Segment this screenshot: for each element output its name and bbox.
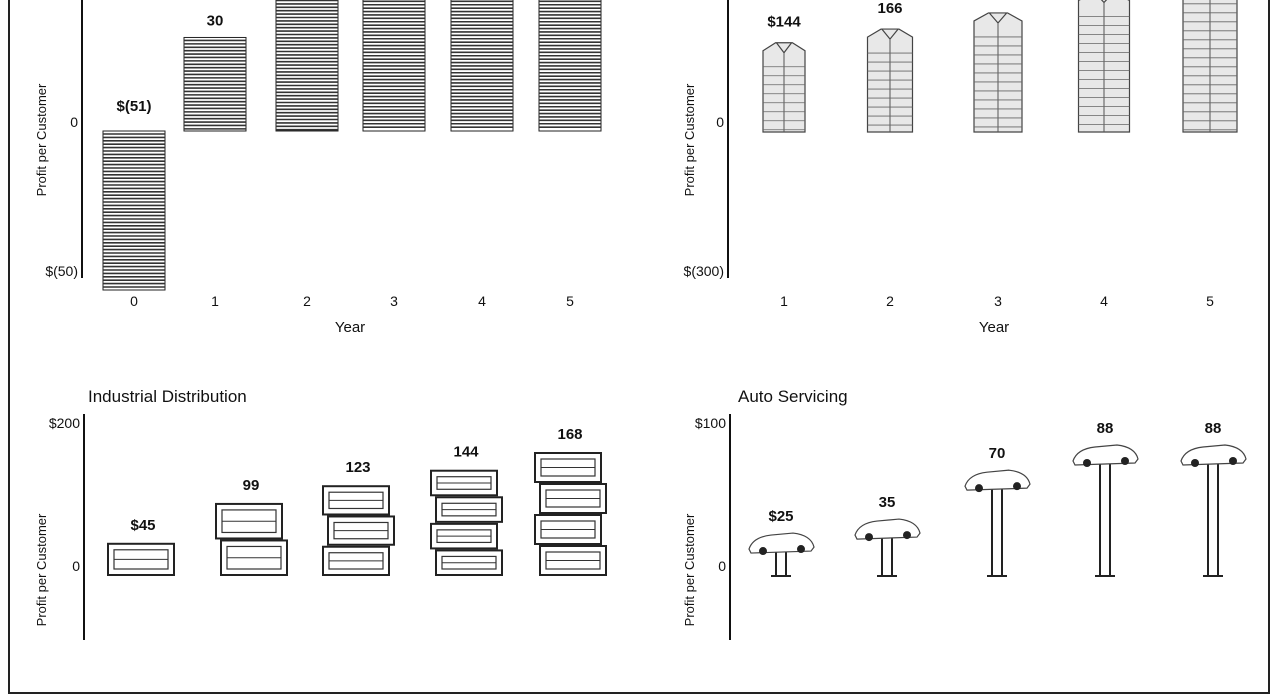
p3-crate-bar-3	[322, 485, 395, 577]
p3-y-axis-label: Profit per Customer	[34, 513, 49, 626]
p1-value-label-1: 30	[207, 12, 224, 29]
p4-title: Auto Servicing	[738, 387, 848, 406]
p1-y-axis-label: Profit per Customer	[34, 83, 49, 196]
p3-value-label-1: $45	[130, 517, 155, 534]
p1-x-axis-label: Year	[335, 319, 365, 336]
p3-ytick-top: $200	[49, 415, 80, 431]
profit-charts: 0 $(50) Profit per Customer Year $(51) 0 3…	[34, 0, 1247, 640]
p3-value-label-4: 144	[453, 444, 479, 461]
p2-xtick-2: 2	[886, 293, 894, 309]
p4-value-label-4: 88	[1097, 420, 1114, 437]
p4-lift-bar-5	[1180, 444, 1247, 577]
p2-ytick-zero: 0	[716, 114, 724, 130]
panel-3: Industrial Distribution $200 0 Profit pe…	[34, 387, 607, 640]
p3-crate-bar-2	[215, 502, 288, 577]
p2-value-label-2: 166	[877, 0, 902, 17]
p2-xtick-4: 4	[1100, 293, 1108, 309]
p1-ytick-bottom: $(50)	[45, 263, 78, 279]
p2-x-axis-label: Year	[979, 319, 1009, 336]
p1-xtick-4: 4	[478, 293, 486, 309]
p4-ytick-zero: 0	[718, 558, 726, 574]
p3-crate-bar-1	[107, 542, 175, 576]
p3-crate-bar-5	[534, 452, 607, 576]
p3-value-label-3: 123	[345, 459, 370, 476]
p4-lift-bar-1	[748, 532, 815, 578]
panel-4: Auto Servicing $100 0 Profit per Custome…	[682, 387, 1247, 640]
panel-2: 0 $(300) Profit per Customer Year $144 1 1…	[682, 0, 1238, 336]
p3-value-label-2: 99	[243, 477, 260, 494]
p1-bar-0	[102, 130, 166, 291]
p2-value-label-3: 192	[985, 0, 1010, 1]
p1-bar-4	[450, 0, 514, 132]
p3-title: Industrial Distribution	[88, 387, 247, 406]
p2-xtick-3: 3	[994, 293, 1002, 309]
p2-shirt-bar-2	[866, 28, 914, 133]
p4-lift-bar-2	[854, 518, 921, 577]
p2-shirt-bar-3	[973, 12, 1023, 133]
p4-lift-bar-4	[1072, 444, 1139, 577]
p3-crate-bar-4	[430, 469, 503, 577]
p2-value-label-1: $144	[767, 14, 801, 31]
p4-value-label-3: 70	[989, 445, 1006, 462]
p4-value-label-1: $25	[768, 508, 793, 525]
p2-xtick-1: 1	[780, 293, 788, 309]
p1-xtick-0: 0	[130, 293, 138, 309]
p1-bar-3	[362, 0, 426, 132]
p2-shirt-bar-5	[1182, 0, 1238, 133]
p1-value-label-0: $(51)	[116, 98, 151, 115]
p4-value-label-5: 88	[1205, 420, 1222, 437]
p1-xtick-1: 1	[211, 293, 219, 309]
p1-xtick-2: 2	[303, 293, 311, 309]
p1-xtick-5: 5	[566, 293, 574, 309]
p1-ytick-zero: 0	[70, 114, 78, 130]
p4-lift-bar-3	[964, 469, 1031, 577]
p2-ytick-bottom: $(300)	[684, 263, 724, 279]
p2-shirt-bar-4	[1077, 0, 1131, 133]
p2-xtick-5: 5	[1206, 293, 1214, 309]
panel-1: 0 $(50) Profit per Customer Year $(51) 0 3…	[34, 0, 602, 336]
p4-y-axis-label: Profit per Customer	[682, 513, 697, 626]
p3-ytick-zero: 0	[72, 558, 80, 574]
p3-value-label-5: 168	[557, 426, 582, 443]
p1-bar-5	[538, 0, 602, 132]
p4-value-label-2: 35	[879, 494, 896, 511]
p4-ytick-top: $100	[695, 415, 726, 431]
p1-bar-1	[183, 36, 247, 132]
p2-shirt-bar-1	[762, 42, 806, 133]
p2-y-axis-label: Profit per Customer	[682, 83, 697, 196]
p1-bar-2	[275, 0, 339, 132]
p1-xtick-3: 3	[390, 293, 398, 309]
